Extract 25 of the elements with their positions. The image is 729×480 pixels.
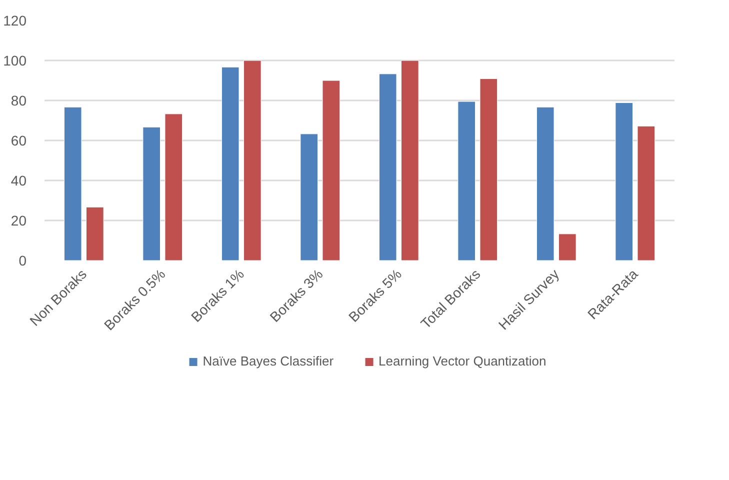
bar (400, 60, 419, 260)
y-tick-label: 40 (10, 172, 27, 188)
y-tick-label: 100 (3, 52, 27, 68)
bar (558, 234, 576, 260)
bar (536, 106, 554, 260)
bar (615, 102, 634, 260)
y-tick-label: 120 (3, 12, 27, 28)
y-tick-label: 80 (10, 92, 27, 108)
bar (164, 114, 183, 260)
bar (221, 66, 240, 260)
bar (637, 126, 656, 260)
y-tick-label: 20 (10, 212, 27, 228)
bar (142, 126, 161, 260)
y-tick-label: 0 (18, 252, 27, 268)
legend-label: Learning Vector Quantization (378, 354, 546, 368)
y-tick-label: 60 (10, 132, 27, 148)
bar (480, 78, 498, 260)
bar (64, 106, 82, 260)
legend-label: Naïve Bayes Classifier (202, 354, 334, 368)
bar (300, 134, 318, 260)
bar (322, 80, 340, 260)
bar (378, 74, 397, 260)
bar (458, 101, 476, 260)
bar (86, 206, 104, 260)
bar (243, 60, 262, 260)
